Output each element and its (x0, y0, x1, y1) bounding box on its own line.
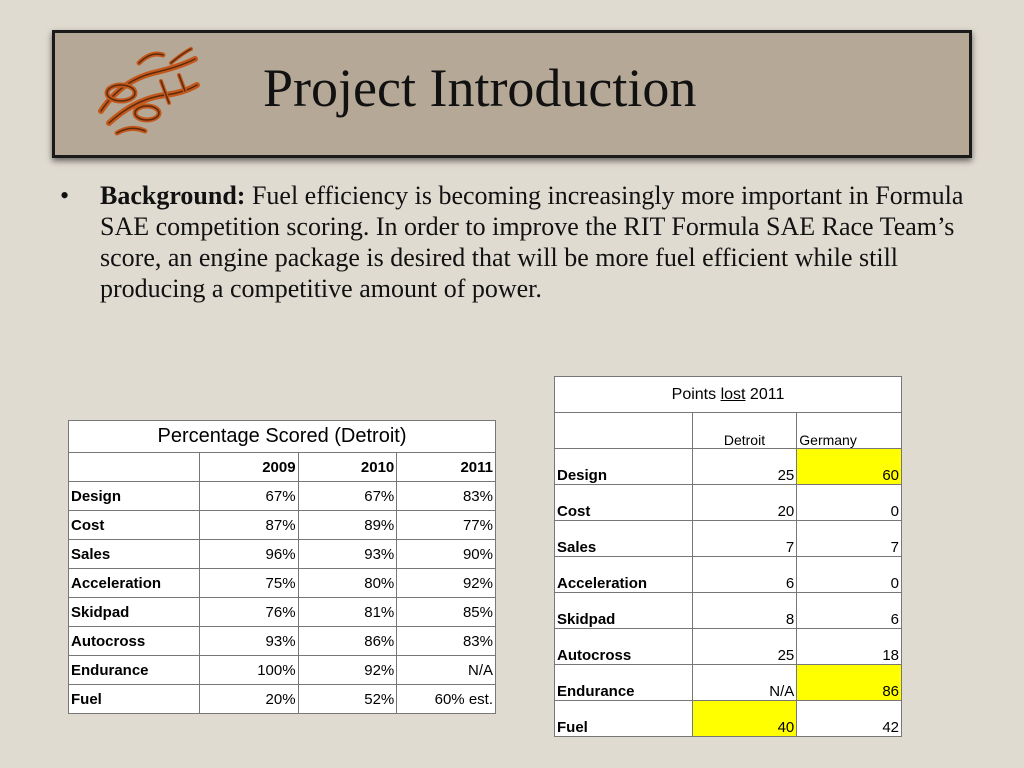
table-cell: 40 (691, 700, 798, 737)
table-cell: 85% (396, 597, 496, 627)
bullet-icon: • (60, 181, 70, 210)
table-row: Design 25 60 (554, 448, 902, 485)
row-label: Acceleration (68, 568, 200, 598)
table-cell: 25 (691, 628, 798, 665)
slide-title: Project Introduction (263, 58, 697, 118)
row-label: Skidpad (554, 592, 693, 629)
table-cell: 0 (796, 484, 902, 521)
table-cell: 20% (198, 684, 299, 714)
background-bullet: • Background: Fuel efficiency is becomin… (60, 180, 970, 304)
table-cell: 87% (198, 510, 299, 540)
table-cell: 18 (796, 628, 902, 665)
title-prefix: Points (671, 385, 721, 403)
title-underlined: lost (720, 385, 746, 403)
table-cell: 67% (297, 481, 398, 511)
table-cell: 25 (691, 448, 798, 485)
table-cell: 20 (691, 484, 798, 521)
row-label: Autocross (554, 628, 693, 665)
percentage-scored-table: Percentage Scored (Detroit) 2009 2010 2011 D… (68, 420, 496, 714)
row-label: Acceleration (554, 556, 693, 593)
title-suffix: 2011 (745, 385, 785, 403)
table-cell: 7 (691, 520, 798, 557)
table-row: Sales 7 7 (554, 520, 902, 557)
row-label: Design (554, 448, 693, 485)
row-label: Skidpad (68, 597, 200, 627)
table-cell: 96% (198, 539, 299, 569)
column-header: Detroit (691, 412, 798, 449)
row-label: Endurance (554, 664, 693, 701)
table-cell: 7 (796, 520, 902, 557)
table-cell: 93% (198, 626, 299, 656)
table-cell: 77% (396, 510, 496, 540)
table-cell: 89% (297, 510, 398, 540)
table-row: Cost 20 0 (554, 484, 902, 521)
column-header: 2011 (396, 452, 496, 482)
points-lost-table: Points lost 2011 Detroit Germany Design 25 60… (554, 376, 902, 737)
table-cell: 60 (796, 448, 902, 485)
table-cell: 60% est. (396, 684, 496, 714)
row-label: Fuel (554, 700, 693, 737)
table-cell: 0 (796, 556, 902, 593)
row-label: Endurance (68, 655, 200, 685)
table-cell: 67% (198, 481, 299, 511)
table-row: Sales 96% 93% 90% (68, 539, 496, 569)
row-label: Cost (68, 510, 200, 540)
table-cell: 81% (297, 597, 398, 627)
table-title: Points lost 2011 (554, 376, 902, 413)
table-cell: 52% (297, 684, 398, 714)
table-cell: 90% (396, 539, 496, 569)
table-cell: 42 (796, 700, 902, 737)
table-row: Fuel 20% 52% 60% est. (68, 684, 496, 714)
column-header: 2010 (297, 452, 398, 482)
table-row: Skidpad 76% 81% 85% (68, 597, 496, 627)
table-cell: N/A (396, 655, 496, 685)
table-row: Fuel 40 42 (554, 700, 902, 737)
table-cell: 92% (396, 568, 496, 598)
table-cell: 86 (796, 664, 902, 701)
row-label: Fuel (68, 684, 200, 714)
table-row: Endurance 100% 92% N/A (68, 655, 496, 685)
column-header: 2009 (198, 452, 299, 482)
bullet-heading: Background: (100, 181, 246, 210)
table-caption-row: Points lost 2011 (554, 376, 902, 413)
table-caption-row: Percentage Scored (Detroit) (68, 420, 496, 453)
row-label: Sales (554, 520, 693, 557)
race-car-sketch-logo-icon (98, 47, 200, 136)
table-cell: 93% (297, 539, 398, 569)
table-row: Autocross 93% 86% 83% (68, 626, 496, 656)
table-cell: 83% (396, 481, 496, 511)
table-cell: 6 (691, 556, 798, 593)
table-cell: 100% (198, 655, 299, 685)
bullet-text: Background: Fuel efficiency is becoming … (100, 180, 970, 304)
row-label: Design (68, 481, 200, 511)
table-cell: 75% (198, 568, 299, 598)
table-row: Cost 87% 89% 77% (68, 510, 496, 540)
table-cell: 80% (297, 568, 398, 598)
table-title: Percentage Scored (Detroit) (68, 420, 496, 453)
table-cell: N/A (691, 664, 798, 701)
table-cell: 6 (796, 592, 902, 629)
column-header (68, 452, 200, 482)
row-label: Cost (554, 484, 693, 521)
title-banner: Project Introduction (52, 30, 972, 158)
table-row: Design 67% 67% 83% (68, 481, 496, 511)
bullet-body: Fuel efficiency is becoming increasingly… (100, 181, 964, 303)
table-row: Acceleration 75% 80% 92% (68, 568, 496, 598)
table-header-row: Detroit Germany (554, 412, 902, 449)
table-row: Acceleration 6 0 (554, 556, 902, 593)
row-label: Sales (68, 539, 200, 569)
table-cell: 86% (297, 626, 398, 656)
column-header (554, 412, 693, 449)
table-row: Skidpad 8 6 (554, 592, 902, 629)
table-cell: 8 (691, 592, 798, 629)
table-row: Endurance N/A 86 (554, 664, 902, 701)
column-header: Germany (796, 412, 902, 449)
table-cell: 92% (297, 655, 398, 685)
table-header-row: 2009 2010 2011 (68, 452, 496, 482)
row-label: Autocross (68, 626, 200, 656)
table-cell: 83% (396, 626, 496, 656)
table-row: Autocross 25 18 (554, 628, 902, 665)
table-cell: 76% (198, 597, 299, 627)
